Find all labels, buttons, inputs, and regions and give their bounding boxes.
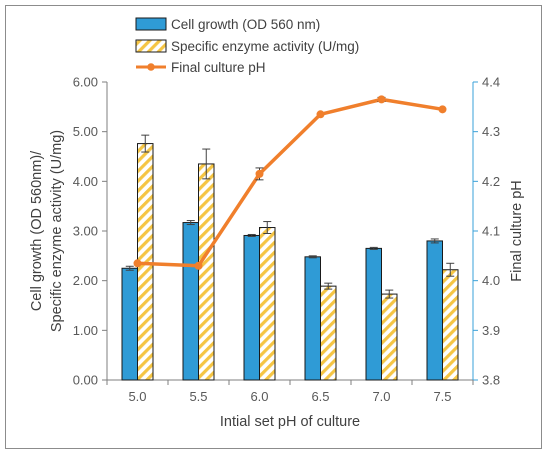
error-bars bbox=[125, 134, 455, 299]
right-y-tick-label: 3.8 bbox=[482, 373, 500, 388]
right-y-tick-labels: 3.8 3.9 4.0 4.1 4.2 4.3 4.4 bbox=[473, 75, 500, 388]
x-axis-title: Intial set pH of culture bbox=[220, 414, 360, 430]
legend-label-final-ph: Final culture pH bbox=[171, 60, 266, 75]
final-ph-line bbox=[137, 97, 443, 268]
right-y-tick-label: 4.1 bbox=[482, 224, 500, 239]
left-y-tick-label: 4.00 bbox=[73, 174, 98, 189]
right-y-tick-label: 4.4 bbox=[482, 75, 500, 90]
right-y-tick-label: 4.3 bbox=[482, 124, 500, 139]
bar-enzyme-activity bbox=[198, 163, 215, 381]
left-y-tick-label: 5.00 bbox=[73, 124, 98, 139]
x-tick-label: 5.5 bbox=[189, 389, 207, 404]
x-tick-label: 7.5 bbox=[433, 389, 451, 404]
y-axis-title-line-2: Specific enzyme activity (U/mg) bbox=[49, 130, 65, 332]
left-y-tick-label: 2.00 bbox=[73, 273, 98, 288]
right-y-tick-label: 4.0 bbox=[482, 273, 500, 288]
final-ph-point bbox=[255, 169, 264, 178]
left-y-tick-label: 3.00 bbox=[73, 224, 98, 239]
final-ph-point bbox=[316, 110, 325, 119]
legend-marker-final-ph bbox=[147, 63, 155, 71]
y-axis-title-line-1: Cell growth (OD 560nm)/ bbox=[29, 150, 45, 311]
right-y-tick-label: 3.9 bbox=[482, 323, 500, 338]
bar-cell-growth bbox=[182, 222, 199, 381]
legend: Cell growth (OD 560 nm) Specific enzyme … bbox=[135, 17, 359, 75]
x-tick-label: 6.5 bbox=[311, 389, 329, 404]
legend-label-cell-growth: Cell growth (OD 560 nm) bbox=[171, 17, 320, 32]
x-tick-label: 5.0 bbox=[128, 389, 146, 404]
line-series-final-ph bbox=[133, 95, 447, 270]
left-y-tick-labels: 0.00 1.00 2.00 3.00 4.00 5.00 6.00 bbox=[73, 75, 107, 388]
final-ph-point bbox=[133, 259, 142, 268]
final-ph-point bbox=[377, 95, 386, 104]
final-ph-point bbox=[438, 105, 447, 114]
bar-series bbox=[121, 143, 459, 381]
bar-enzyme-activity bbox=[442, 269, 459, 381]
bar-cell-growth bbox=[243, 234, 260, 381]
bar-cell-growth bbox=[365, 247, 382, 381]
final-ph-point bbox=[194, 261, 203, 270]
right-y-tick-label: 4.2 bbox=[482, 174, 500, 189]
legend-swatch-enzyme-activity bbox=[135, 39, 167, 53]
bar-enzyme-activity bbox=[259, 227, 276, 381]
left-y-tick-label: 0.00 bbox=[73, 373, 98, 388]
legend-swatch-cell-growth bbox=[135, 17, 167, 31]
bar-cell-growth bbox=[304, 256, 321, 381]
legend-label-enzyme-activity: Specific enzyme activity (U/mg) bbox=[171, 39, 359, 54]
y2-axis-title: Final culture pH bbox=[509, 180, 525, 282]
bar-enzyme-activity bbox=[320, 285, 337, 381]
left-y-tick-label: 6.00 bbox=[73, 75, 98, 90]
bar-cell-growth bbox=[426, 240, 443, 381]
x-tick-labels: 5.0 5.5 6.0 6.5 7.0 7.5 bbox=[106, 380, 474, 404]
x-tick-label: 6.0 bbox=[250, 389, 268, 404]
bar-cell-growth bbox=[121, 267, 138, 381]
bar-enzyme-activity bbox=[381, 293, 398, 381]
x-tick-label: 7.0 bbox=[372, 389, 390, 404]
left-y-tick-label: 1.00 bbox=[73, 323, 98, 338]
